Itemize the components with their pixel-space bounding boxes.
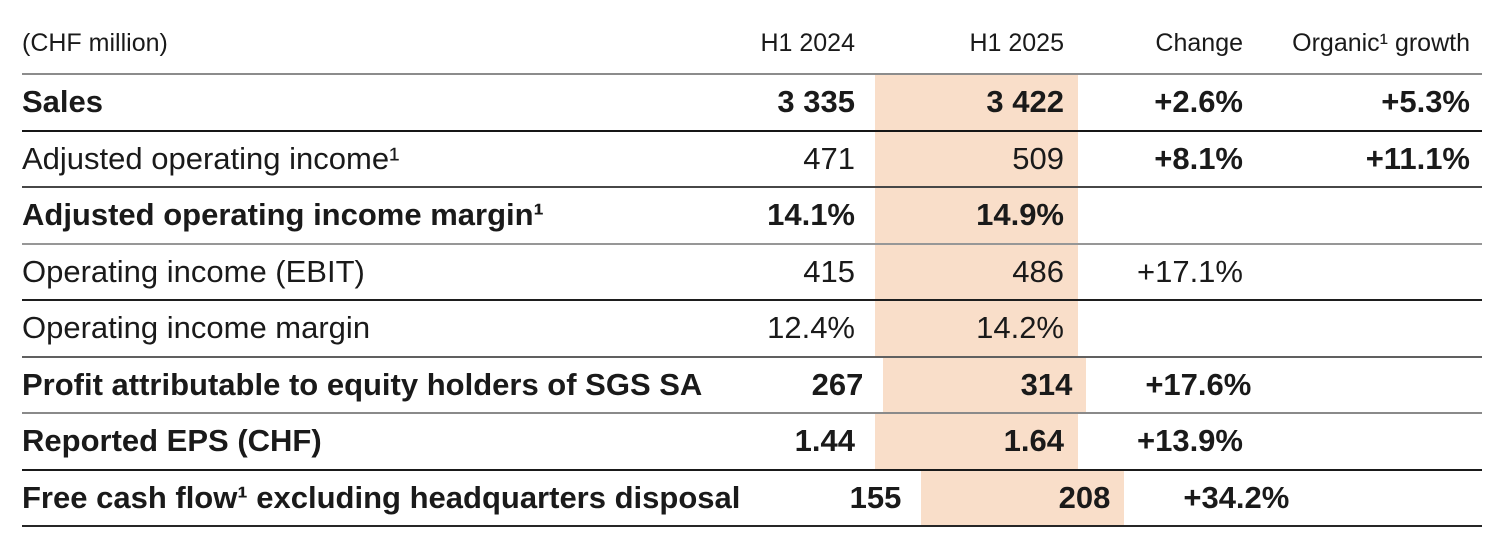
- table-row-operating-income-margin: Operating income margin 12.4% 14.2%: [22, 301, 1482, 358]
- cell-h1-2024: 471: [803, 140, 855, 176]
- cell-change: [1078, 301, 1253, 356]
- table-row-free-cash-flow: Free cash flow¹ excluding headquarters d…: [22, 470, 1482, 527]
- row-label: Operating income (EBIT): [22, 253, 365, 289]
- cell-change: +34.2%: [1183, 479, 1290, 515]
- column-header-h1-2025: H1 2025: [969, 29, 1064, 57]
- cell-h1-2025-highlighted: 509: [875, 131, 1078, 186]
- cell-change: [1078, 188, 1253, 243]
- cell-h1-2025-highlighted: 14.2%: [875, 301, 1078, 356]
- cell-change: +17.6%: [1145, 366, 1252, 402]
- cell-organic-growth: [1253, 414, 1482, 469]
- cell-organic-growth: [1253, 301, 1482, 356]
- cell-h1-2024: 267: [811, 366, 864, 402]
- row-label: Reported EPS (CHF): [22, 423, 322, 459]
- cell-organic-growth: +5.3%: [1381, 84, 1470, 120]
- row-label: Profit attributable to equity holders of…: [22, 366, 703, 402]
- cell-organic-growth: [1253, 188, 1482, 243]
- cell-change: +8.1%: [1154, 140, 1243, 176]
- cell-h1-2024: 3 335: [777, 84, 855, 120]
- cell-h1-2025-highlighted: 208: [921, 470, 1125, 525]
- column-header-h1-2024: H1 2024: [760, 29, 855, 57]
- table-row-adjusted-operating-income-margin: Adjusted operating income margin¹ 14.1% …: [22, 188, 1482, 245]
- cell-h1-2024: 1.44: [794, 423, 855, 459]
- financial-results-table: (CHF million) H1 2024 H1 2025 Change Org…: [22, 0, 1482, 527]
- table-row-sales: Sales 3 335 3 422 +2.6% +5.3%: [22, 75, 1482, 132]
- row-label: Free cash flow¹ excluding headquarters d…: [22, 479, 741, 515]
- cell-h1-2025-highlighted: 14.9%: [875, 188, 1078, 243]
- table-header-row: (CHF million) H1 2024 H1 2025 Change Org…: [22, 0, 1482, 75]
- cell-h1-2024: 415: [803, 253, 855, 289]
- cell-h1-2025-highlighted: 3 422: [875, 75, 1078, 130]
- row-label: Sales: [22, 84, 104, 120]
- unit-label: (CHF million): [22, 29, 168, 57]
- cell-change: +13.9%: [1136, 423, 1243, 459]
- row-label: Operating income margin: [22, 310, 371, 346]
- cell-organic-growth: [1253, 245, 1482, 300]
- cell-change: +2.6%: [1154, 84, 1243, 120]
- row-label: Adjusted operating income margin¹: [22, 197, 544, 233]
- cell-organic-growth: +11.1%: [1365, 140, 1470, 176]
- table-row-profit-attributable: Profit attributable to equity holders of…: [22, 357, 1482, 414]
- cell-h1-2024: 12.4%: [767, 310, 855, 346]
- cell-h1-2024: 14.1%: [767, 197, 855, 233]
- cell-organic-growth: [1261, 358, 1490, 413]
- cell-change: +17.1%: [1136, 253, 1243, 289]
- cell-organic-growth: [1299, 471, 1504, 526]
- cell-h1-2024: 155: [849, 479, 902, 515]
- column-header-organic-growth: Organic¹ growth: [1292, 29, 1470, 57]
- row-label: Adjusted operating income¹: [22, 140, 400, 176]
- table-row-adjusted-operating-income: Adjusted operating income¹ 471 509 +8.1%…: [22, 131, 1482, 188]
- table-row-reported-eps: Reported EPS (CHF) 1.44 1.64 +13.9%: [22, 414, 1482, 471]
- cell-h1-2025-highlighted: 1.64: [875, 414, 1078, 469]
- table-row-operating-income-ebit: Operating income (EBIT) 415 486 +17.1%: [22, 244, 1482, 301]
- cell-h1-2025-highlighted: 486: [875, 244, 1078, 299]
- cell-h1-2025-highlighted: 314: [883, 357, 1087, 412]
- column-header-change: Change: [1155, 29, 1243, 57]
